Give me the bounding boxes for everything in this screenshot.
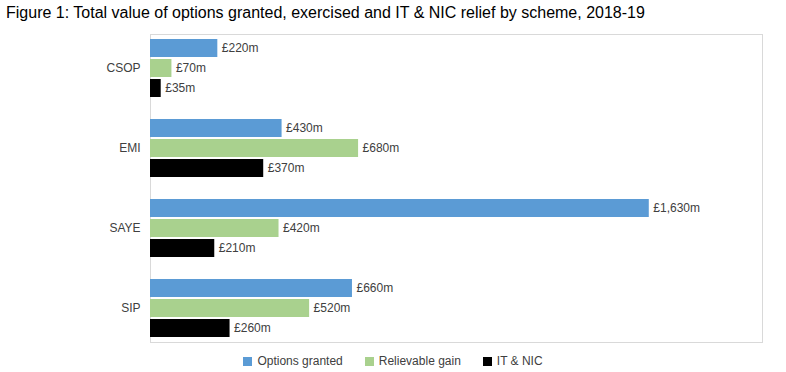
svg-text:£1,630m: £1,630m (653, 201, 700, 215)
svg-text:SIP: SIP (121, 301, 140, 315)
svg-text:£660m: £660m (356, 281, 393, 295)
svg-text:£680m: £680m (363, 141, 400, 155)
svg-text:£370m: £370m (268, 161, 305, 175)
svg-text:£35m: £35m (165, 81, 195, 95)
svg-text:£430m: £430m (286, 121, 323, 135)
svg-text:£520m: £520m (314, 301, 351, 315)
svg-text:£420m: £420m (283, 221, 320, 235)
svg-text:EMI: EMI (119, 141, 140, 155)
html-text:Relievable gain: Relievable gain (378, 354, 461, 368)
html-text:Options granted: Options granted (257, 354, 343, 368)
svg-text:£260m: £260m (234, 321, 271, 335)
html-text:IT & NIC: IT & NIC (496, 354, 543, 368)
svg-text:£210m: £210m (219, 241, 256, 255)
svg-text:CSOP: CSOP (106, 61, 140, 75)
svg-text:SAYE: SAYE (109, 221, 140, 235)
svg-text:£70m: £70m (176, 61, 206, 75)
html-text:Figure 1: Total value of optio: Figure 1: Total value of options granted… (6, 4, 645, 21)
svg-text:£220m: £220m (222, 41, 259, 55)
